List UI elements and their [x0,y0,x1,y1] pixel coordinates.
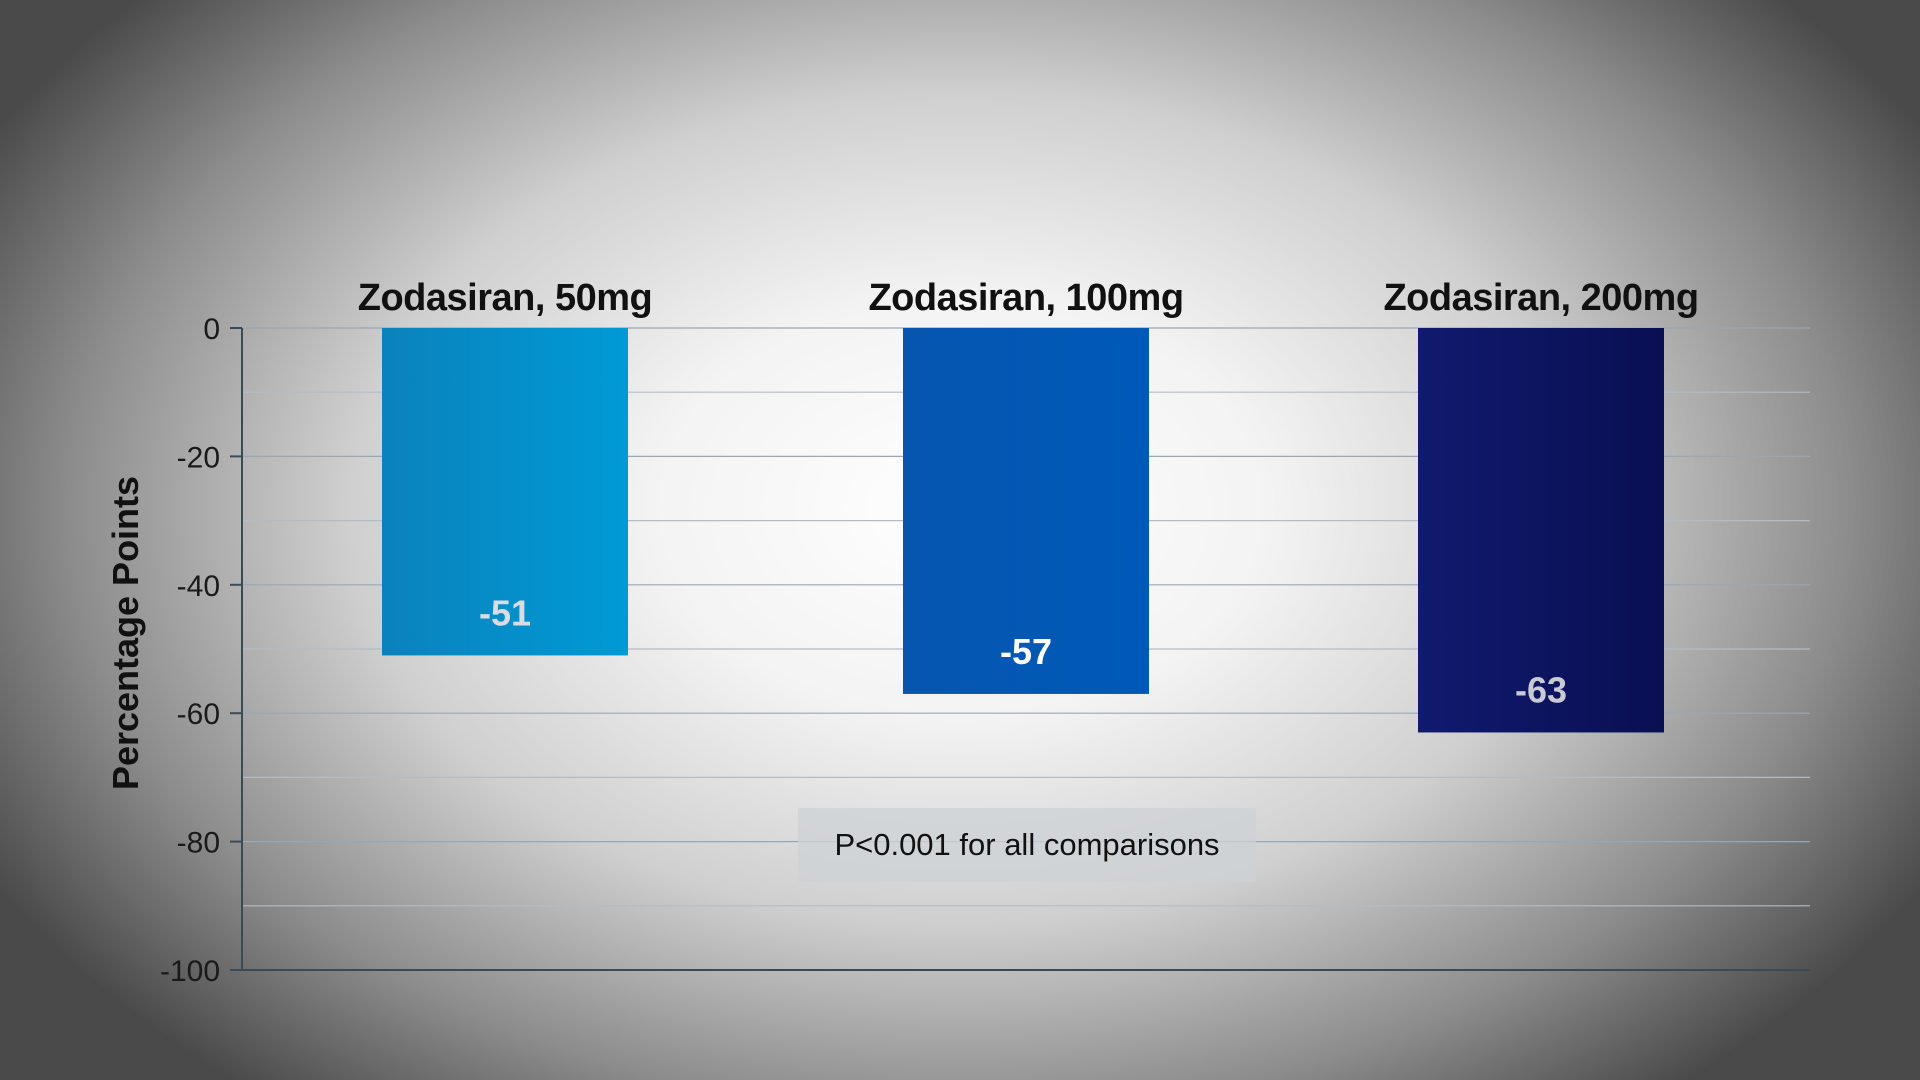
bar [1418,328,1664,733]
y-tick-label: -100 [160,955,220,988]
y-tick-label: -60 [177,698,220,731]
category-label: Zodasiran, 50mg [358,277,652,319]
y-tick-label: 0 [203,313,220,346]
y-axis-title: Percentage Points [105,476,146,790]
bar [903,328,1149,694]
y-tick-label: -40 [177,570,220,603]
y-tick-label: -80 [177,827,220,860]
category-label: Zodasiran, 100mg [868,277,1183,319]
bar-value-label: -63 [1515,669,1567,710]
labels: -51 Zodasiran, 50mg -57 Zodasiran, 100mg -63… [358,277,1699,710]
y-tick-label: -20 [177,441,220,474]
significance-note: P<0.001 for all comparisons [798,808,1256,882]
bar-value-label: -57 [1000,631,1052,672]
bars [382,328,1664,733]
bar-value-label: -51 [479,592,531,633]
category-label: Zodasiran, 200mg [1383,277,1698,319]
y-axis: 0 -20 -40 -60 -80 -100 Percentage Points [105,313,243,988]
bar [382,328,628,656]
